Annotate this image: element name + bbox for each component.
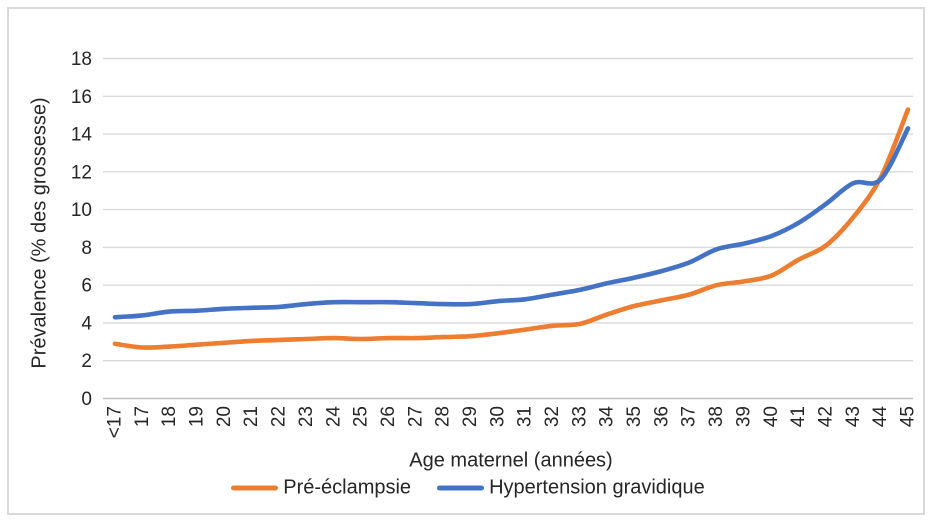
legend-item-hypertension-gravidique: Hypertension gravidique <box>437 477 705 500</box>
svg-text:12: 12 <box>71 162 92 183</box>
svg-text:38: 38 <box>706 406 727 427</box>
svg-text:34: 34 <box>597 406 618 428</box>
svg-text:27: 27 <box>405 406 426 427</box>
y-axis-title: Prévalence (% des grossesse) <box>28 97 51 369</box>
svg-text:8: 8 <box>81 238 92 259</box>
legend-swatch-pre-eclampsie <box>231 485 279 491</box>
svg-text:40: 40 <box>761 406 782 427</box>
svg-text:10: 10 <box>71 200 92 221</box>
svg-text:26: 26 <box>378 406 399 427</box>
svg-text:30: 30 <box>487 406 508 427</box>
svg-text:35: 35 <box>624 406 645 427</box>
svg-text:16: 16 <box>71 87 92 108</box>
svg-text:39: 39 <box>733 406 754 427</box>
svg-text:20: 20 <box>214 406 235 427</box>
svg-text:31: 31 <box>515 406 536 427</box>
svg-text:22: 22 <box>269 406 290 427</box>
svg-text:6: 6 <box>81 276 92 297</box>
svg-text:23: 23 <box>296 406 317 427</box>
legend-label-hypertension-gravidique: Hypertension gravidique <box>489 476 705 499</box>
svg-text:41: 41 <box>788 406 809 427</box>
svg-text:2: 2 <box>81 351 92 372</box>
svg-text:4: 4 <box>81 313 92 334</box>
svg-text:0: 0 <box>81 389 92 410</box>
svg-text:44: 44 <box>870 406 891 428</box>
svg-text:36: 36 <box>651 406 672 427</box>
svg-text:17: 17 <box>132 406 153 427</box>
svg-text:<17: <17 <box>105 406 126 438</box>
svg-text:21: 21 <box>241 406 262 427</box>
svg-text:19: 19 <box>187 406 208 427</box>
svg-text:28: 28 <box>433 406 454 427</box>
legend-item-pre-eclampsie: Pré-éclampsie <box>231 477 411 500</box>
legend-swatch-hypertension-gravidique <box>437 485 485 491</box>
svg-text:32: 32 <box>542 406 563 427</box>
svg-text:45: 45 <box>898 406 919 427</box>
chart-legend: Pré-éclampsie Hypertension gravidique <box>0 477 936 500</box>
svg-text:37: 37 <box>679 406 700 427</box>
svg-text:24: 24 <box>323 406 344 428</box>
svg-text:25: 25 <box>351 406 372 427</box>
svg-text:18: 18 <box>159 406 180 427</box>
svg-text:33: 33 <box>569 406 590 427</box>
chart-frame <box>7 7 925 515</box>
svg-text:29: 29 <box>460 406 481 427</box>
svg-text:14: 14 <box>71 125 93 146</box>
legend-label-pre-eclampsie: Pré-éclampsie <box>283 476 412 499</box>
svg-text:18: 18 <box>71 49 92 70</box>
x-axis-title: Age maternel (années) <box>409 449 613 472</box>
svg-text:42: 42 <box>815 406 836 427</box>
svg-text:43: 43 <box>843 406 864 427</box>
